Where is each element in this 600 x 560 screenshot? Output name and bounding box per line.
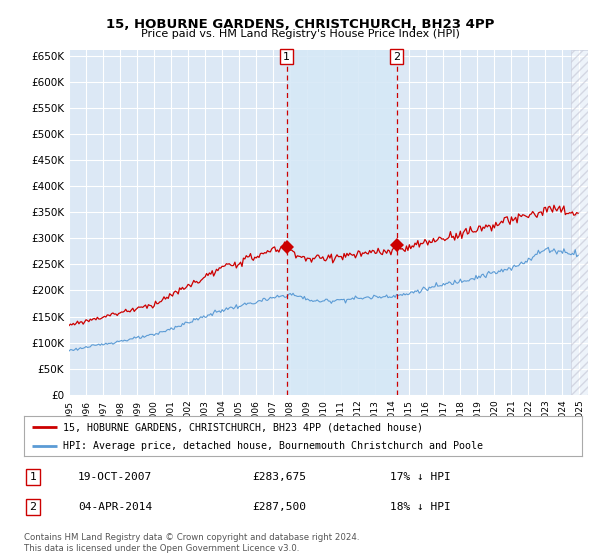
Text: Contains HM Land Registry data © Crown copyright and database right 2024.
This d: Contains HM Land Registry data © Crown c… bbox=[24, 533, 359, 553]
Text: £287,500: £287,500 bbox=[252, 502, 306, 512]
Bar bbox=[287, 50, 397, 395]
Text: 1: 1 bbox=[283, 52, 290, 62]
Text: 2: 2 bbox=[29, 502, 37, 512]
Bar bbox=[571, 50, 588, 395]
Text: HPI: Average price, detached house, Bournemouth Christchurch and Poole: HPI: Average price, detached house, Bour… bbox=[63, 441, 483, 451]
Text: Price paid vs. HM Land Registry's House Price Index (HPI): Price paid vs. HM Land Registry's House … bbox=[140, 29, 460, 39]
Text: £283,675: £283,675 bbox=[252, 472, 306, 482]
Text: 1: 1 bbox=[29, 472, 37, 482]
Text: 2: 2 bbox=[393, 52, 400, 62]
Text: 17% ↓ HPI: 17% ↓ HPI bbox=[390, 472, 451, 482]
Text: 04-APR-2014: 04-APR-2014 bbox=[78, 502, 152, 512]
Text: 19-OCT-2007: 19-OCT-2007 bbox=[78, 472, 152, 482]
Text: 15, HOBURNE GARDENS, CHRISTCHURCH, BH23 4PP: 15, HOBURNE GARDENS, CHRISTCHURCH, BH23 … bbox=[106, 18, 494, 31]
Text: 18% ↓ HPI: 18% ↓ HPI bbox=[390, 502, 451, 512]
Text: 15, HOBURNE GARDENS, CHRISTCHURCH, BH23 4PP (detached house): 15, HOBURNE GARDENS, CHRISTCHURCH, BH23 … bbox=[63, 422, 423, 432]
